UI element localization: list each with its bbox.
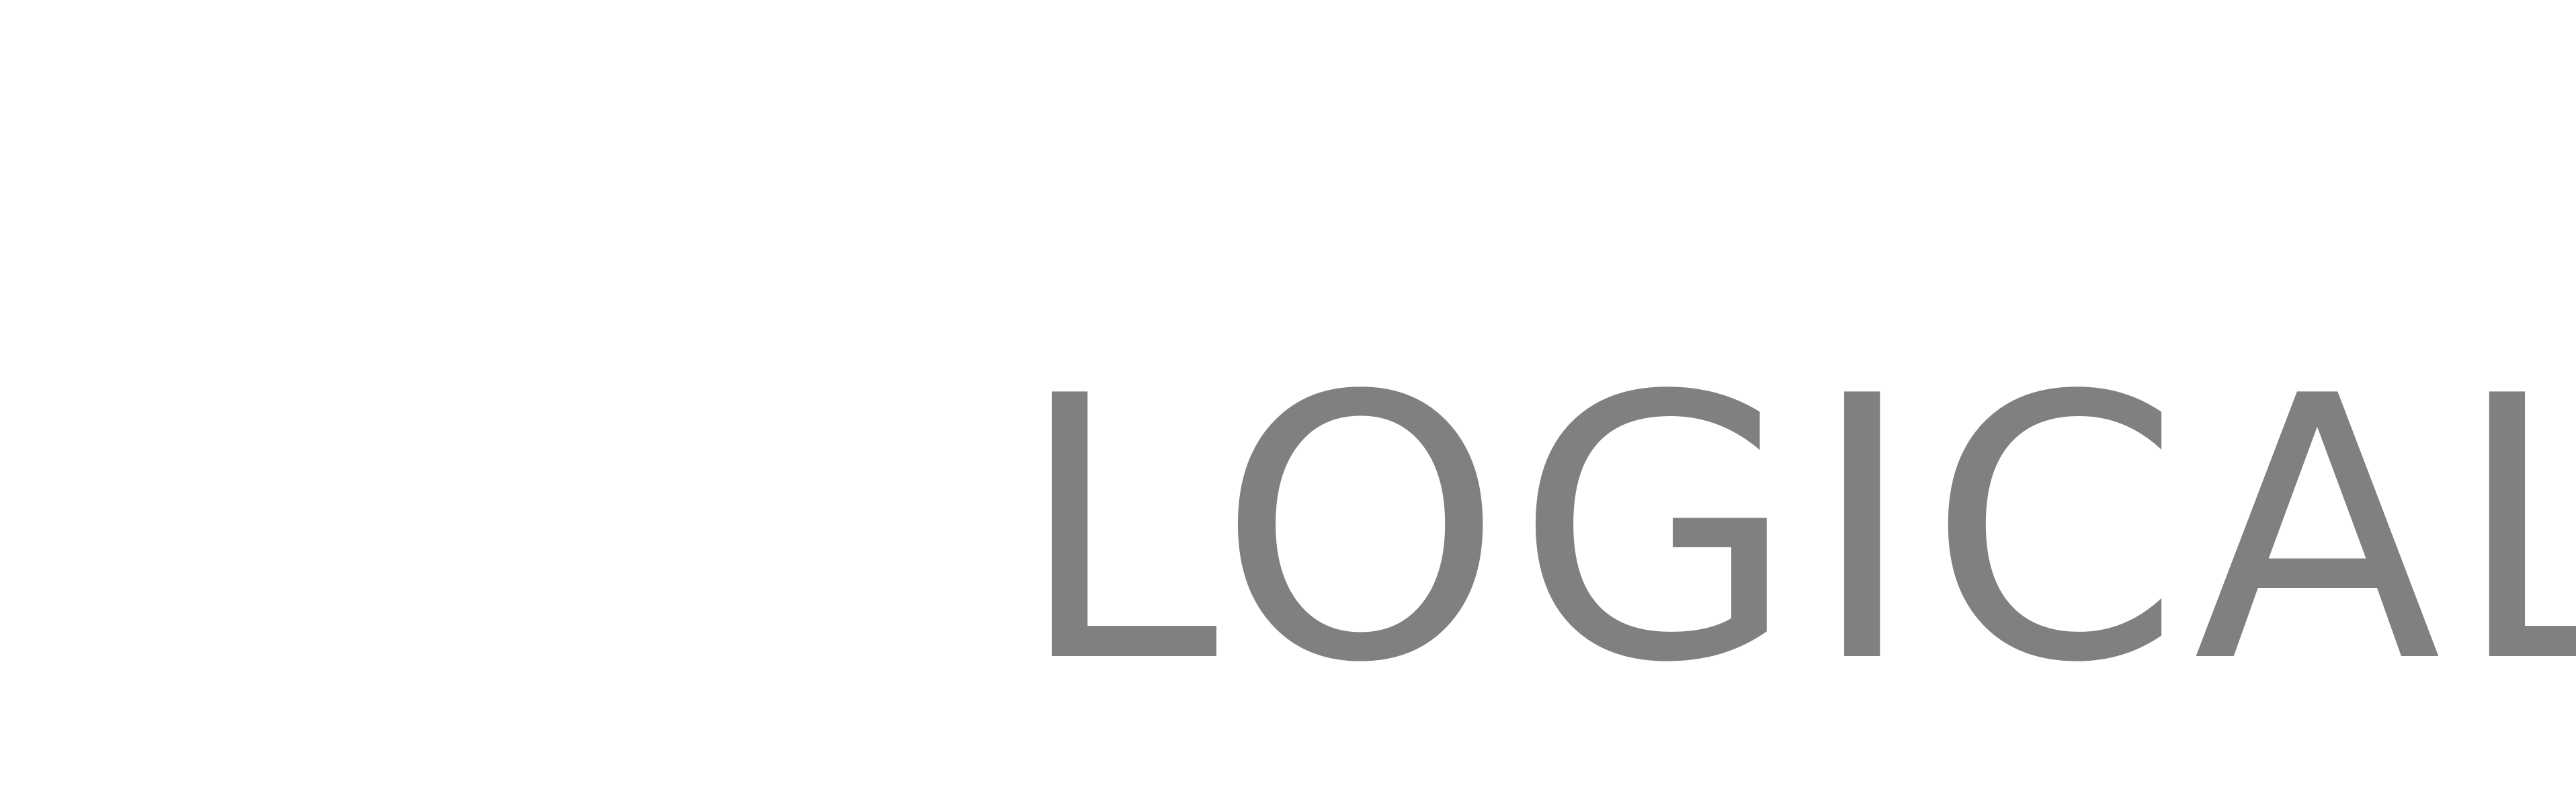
logo-wordmark: LOGICAL bbox=[1016, 320, 2576, 742]
